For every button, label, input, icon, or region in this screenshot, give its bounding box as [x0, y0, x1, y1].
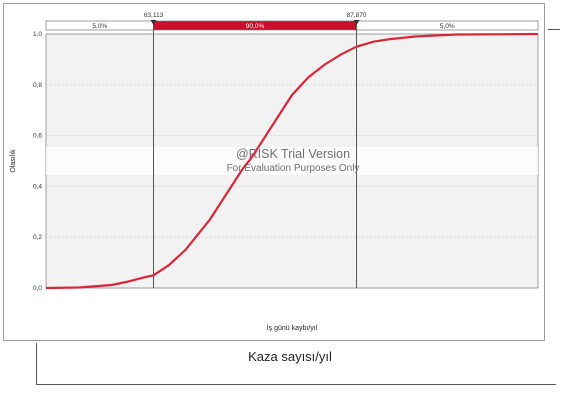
percentile-band-label: 90,0% [246, 23, 265, 30]
y-tick-label: 0,2 [33, 234, 42, 241]
y-tick-label: 0,4 [33, 183, 42, 190]
y-tick-label: 1,0 [33, 31, 42, 38]
percentile-marker-triangle [150, 20, 157, 25]
bottom-caption: Kaza sayısı/yıl [248, 349, 332, 364]
percentile-marker-label: 63,113 [144, 12, 164, 19]
x-axis-title: İş günü kaybı/yıl [267, 323, 318, 332]
y-tick-label: 0,6 [33, 133, 42, 140]
percentile-marker-triangle [353, 20, 360, 25]
dash-mark [548, 29, 560, 30]
watermark-title: @RISK Trial Version [236, 147, 350, 161]
outer-bracket [36, 343, 556, 385]
percentile-marker-label: 87,870 [347, 12, 367, 19]
percentile-band-label: 5,0% [92, 23, 107, 30]
y-axis-title: Olasılık [10, 149, 17, 173]
watermark-subtitle: For Evaluation Purposes Only [227, 163, 360, 174]
y-tick-label: 0,0 [33, 285, 42, 292]
cdf-series-line [45, 32, 539, 290]
watermark-band [46, 147, 538, 175]
percentile-band-label: 5,0% [440, 23, 455, 30]
y-tick-label: 0,8 [33, 82, 42, 89]
